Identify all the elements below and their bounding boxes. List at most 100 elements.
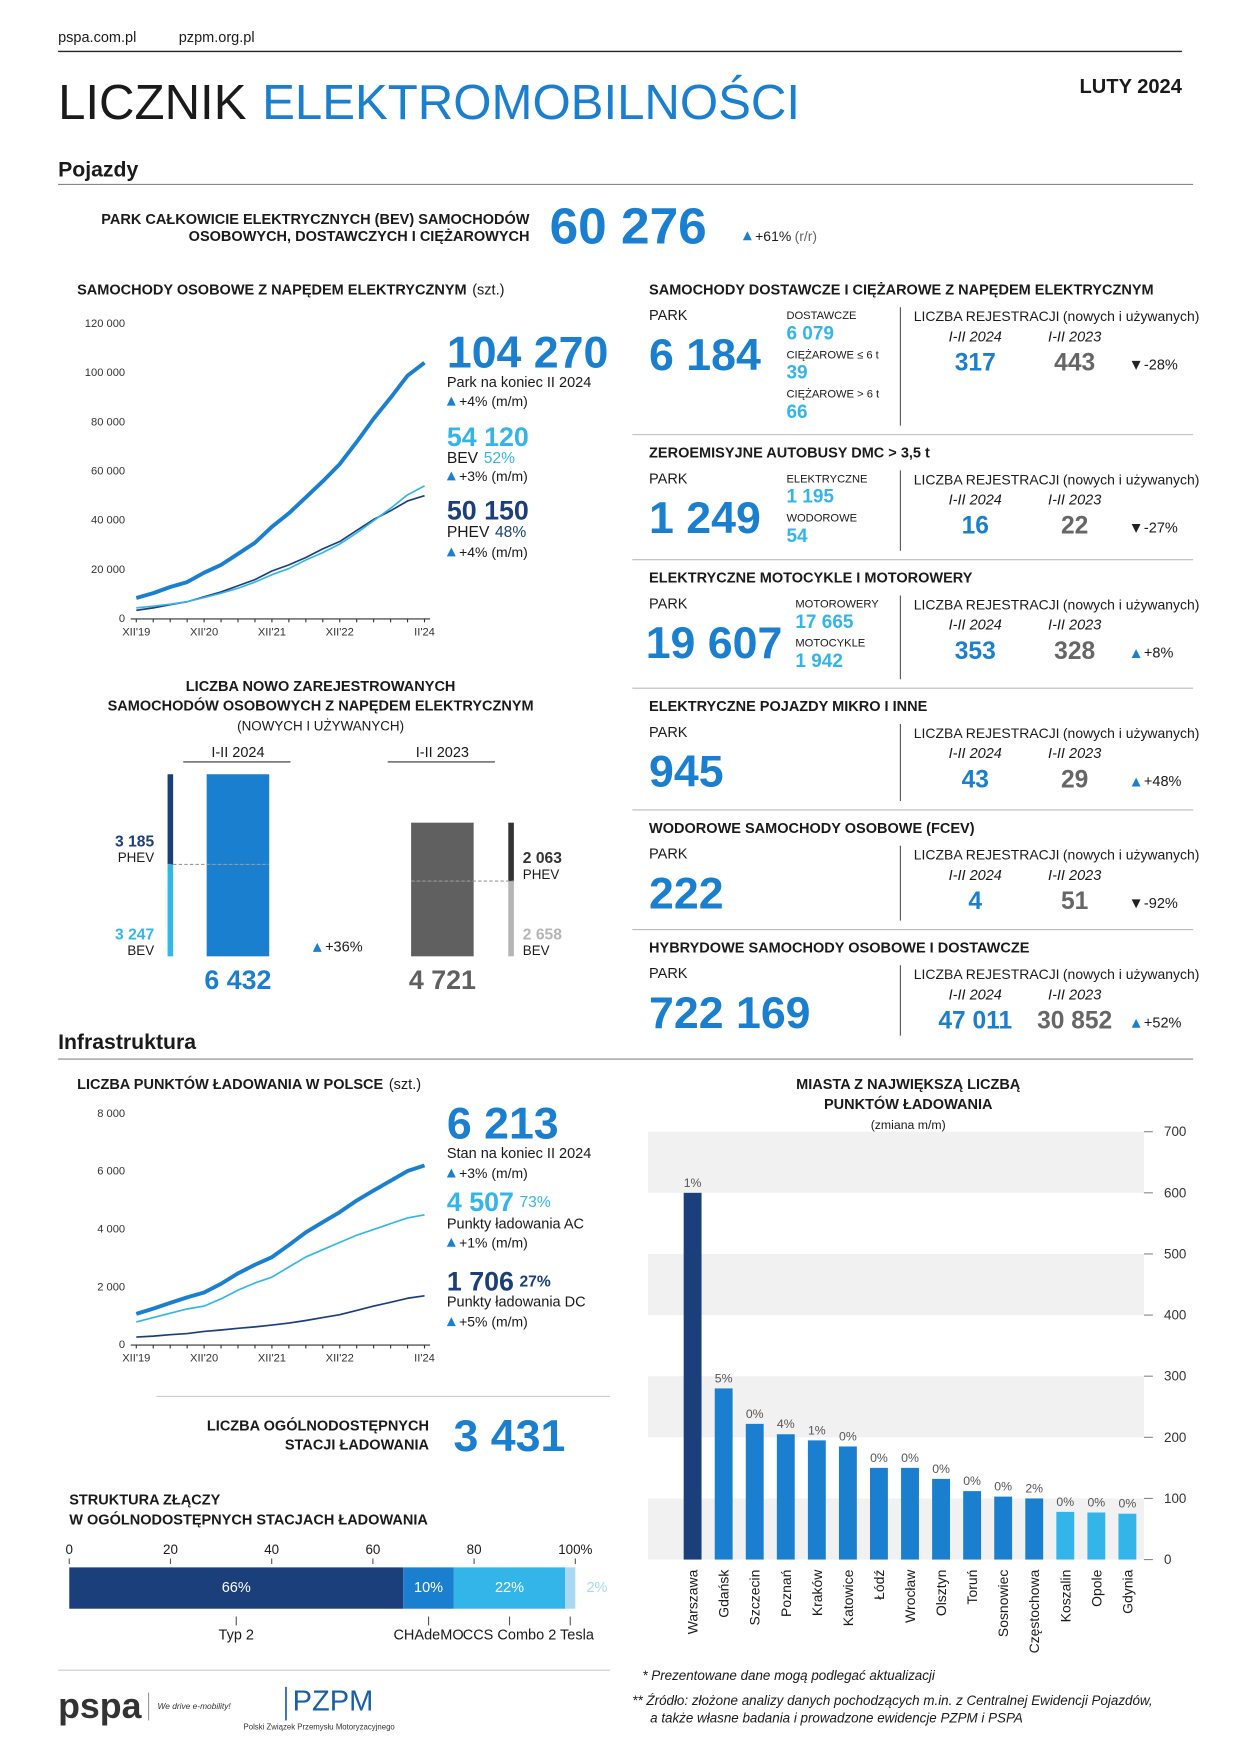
box-title: ELEKTRYCZNE MOTOCYKLE I MOTOROWERY: [649, 571, 973, 587]
kpi-value: 22: [1061, 513, 1088, 540]
y-tick-label: 400: [1164, 1308, 1186, 1323]
bar: [776, 1434, 795, 1560]
label: Punkty ładowania DC: [447, 1295, 586, 1311]
logo-caption: Polski Związek Przemysłu Motoryzacyjnego: [244, 1723, 396, 1732]
change-label: 0%: [1087, 1495, 1105, 1509]
text-part: LICZBA REJESTRACJI: [914, 471, 1060, 487]
y-tick-label: 60 000: [91, 465, 125, 477]
bar-segment: [411, 881, 474, 957]
kpi-value: 3 431: [454, 1412, 566, 1461]
text-part: +8%: [1144, 646, 1174, 662]
x-tick-label: Gdańsk: [716, 1570, 732, 1618]
section-heading: Pojazdy: [58, 158, 138, 181]
bar: [838, 1446, 857, 1560]
label: OSOBOWYCH, DOSTAWCZYCH I CIĘŻAROWYCH: [189, 228, 530, 245]
label: I-II 2024: [949, 746, 1002, 762]
category-label: CCS Combo 2: [463, 1628, 557, 1644]
series-label: BEV: [127, 943, 154, 958]
label: I-II 2024: [949, 987, 1002, 1003]
bar-segment: [411, 822, 474, 882]
label: 66: [786, 402, 807, 423]
y-tick-label: 4 000: [97, 1223, 125, 1235]
text-part: PHEV: [447, 523, 490, 540]
change-label: 1%: [808, 1423, 826, 1437]
label: 54: [786, 526, 808, 547]
x-tick-label: Częstochowa: [1026, 1569, 1042, 1653]
series-label: PHEV: [523, 867, 560, 882]
label: CIĘŻAROWE ≤ 6 t: [786, 348, 879, 361]
x-tick-label: XII'19: [122, 626, 150, 638]
change-label: 0%: [932, 1462, 950, 1476]
label: Stan na koniec II 2024: [447, 1146, 591, 1162]
logo-slogan: We drive e-mobility!: [158, 1701, 232, 1711]
text-part: -27%: [1144, 520, 1178, 536]
bar: [1025, 1498, 1044, 1560]
change: -28%: [1144, 357, 1178, 373]
kpi-value: 29: [1061, 766, 1088, 793]
bar-segment: [403, 1567, 454, 1609]
x-tick-label: Koszalin: [1057, 1570, 1073, 1623]
x-tick-label: Szczecin: [747, 1570, 763, 1626]
total-label: 6 432: [204, 965, 271, 995]
label: ELEKTRYCZNE: [786, 473, 867, 485]
text-part: LICZBA REJESTRACJI: [914, 308, 1060, 324]
x-tick-label: 80: [467, 1542, 482, 1557]
y-tick-label: 300: [1164, 1369, 1186, 1384]
label: PARK: [649, 596, 688, 612]
value-label: 66%: [222, 1580, 251, 1596]
change: +5% (m/m): [459, 1314, 528, 1330]
kpi-value: 1 249: [649, 494, 761, 543]
line-series: [135, 1163, 426, 1316]
chart-title: STRUKTURA ZŁĄCZY: [69, 1492, 220, 1508]
kpi-value: 16: [962, 513, 989, 540]
label: I-II 2023: [1048, 746, 1101, 762]
y-tick-label: 20 000: [91, 564, 125, 576]
text-part: LICZBA PUNKTÓW ŁADOWANIA W POLSCE: [77, 1075, 383, 1093]
chart-title: W OGÓLNODOSTĘPNYCH STACJACH ŁADOWANIA: [69, 1510, 428, 1528]
category-label: I-II 2024: [211, 745, 264, 761]
x-tick-label: XII'20: [190, 626, 218, 638]
text-part: 27%: [519, 1273, 550, 1290]
bar-segment: [206, 864, 270, 957]
label: I-II 2023: [1048, 618, 1101, 634]
box-title: HYBRYDOWE SAMOCHODY OSOBOWE I DOSTAWCZE: [649, 940, 1030, 956]
change: +36%: [325, 939, 363, 955]
text-part: (szt.): [389, 1077, 421, 1093]
text-part: +52%: [1144, 1015, 1182, 1031]
x-tick-label: 20: [163, 1542, 178, 1557]
category-label: I-II 2023: [416, 745, 469, 761]
x-tick-label: Warszawa: [685, 1569, 701, 1634]
line-series: [136, 1213, 425, 1323]
text-part: (nowych i używanych): [1063, 308, 1199, 324]
label: LICZBA REJESTRACJI (nowych i używanych): [914, 725, 1200, 741]
value-label: 3 247: [115, 927, 154, 944]
x-tick-label: Łódź: [871, 1570, 887, 1600]
text-part: (nowych i używanych): [1063, 725, 1199, 741]
text-part: 48%: [495, 523, 526, 540]
chart-title: (NOWYCH I UŻYWANYCH): [237, 719, 404, 734]
label: MOTOROWERY: [795, 598, 879, 610]
kpi-value: 30 852: [1037, 1008, 1112, 1035]
change-label: 0%: [901, 1451, 919, 1465]
kpi-value: 19 607: [646, 619, 783, 668]
change-arrow: [1131, 649, 1141, 659]
label: LICZBA REJESTRACJI (nowych i używanych): [914, 966, 1200, 982]
text-part: (nowych i używanych): [1063, 596, 1199, 612]
change-label: 5%: [715, 1371, 733, 1385]
change: +4% (m/m): [459, 393, 528, 409]
kpi-value: 50 150: [447, 496, 529, 526]
text-part: LICZBA REJESTRACJI: [914, 966, 1060, 982]
text-part: SAMOCHODY OSOBOWE Z NAPĘDEM ELEKTRYCZNYM: [77, 283, 467, 299]
line-series: [135, 361, 426, 600]
chart-title: LICZBA PUNKTÓW ŁADOWANIA W POLSCE (szt.): [77, 1075, 421, 1093]
change-label: 0%: [1056, 1495, 1074, 1509]
x-tick-label: Gdynia: [1119, 1569, 1135, 1613]
bar: [807, 1440, 826, 1560]
kpi-value: 222: [649, 869, 724, 918]
page-title: LICZNIK ELEKTROMOBILNOŚCI: [58, 73, 800, 130]
text-part: 1 706: [447, 1266, 514, 1296]
logo: pspa: [58, 1686, 143, 1726]
label: 17 665: [795, 612, 854, 633]
label: I-II 2023: [1048, 868, 1101, 884]
kpi-value: 945: [649, 747, 724, 796]
